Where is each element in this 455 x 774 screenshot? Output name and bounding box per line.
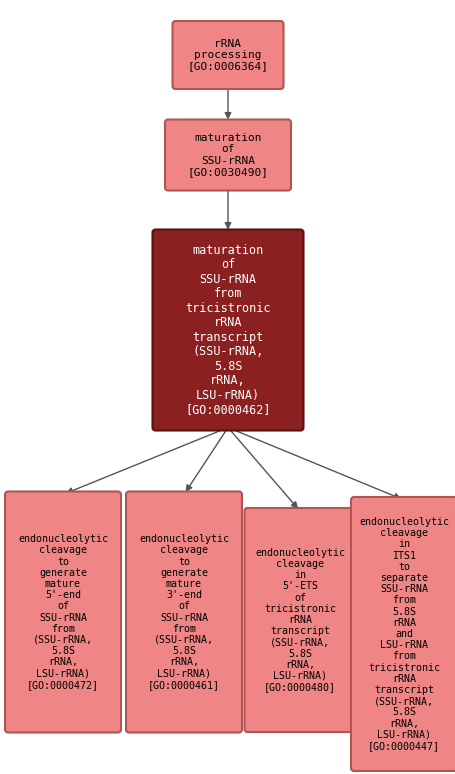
FancyBboxPatch shape [350,497,455,771]
FancyBboxPatch shape [152,230,303,430]
FancyBboxPatch shape [172,21,283,89]
FancyBboxPatch shape [165,119,290,190]
Text: rRNA
processing
[GO:0006364]: rRNA processing [GO:0006364] [187,39,268,71]
Text: endonucleolytic
cleavage
in
ITS1
to
separate
SSU-rRNA
from
5.8S
rRNA
and
LSU-rRN: endonucleolytic cleavage in ITS1 to sepa… [358,517,448,751]
Text: endonucleolytic
cleavage
to
generate
mature
5'-end
of
SSU-rRNA
from
(SSU-rRNA,
5: endonucleolytic cleavage to generate mat… [18,534,108,690]
Text: maturation
of
SSU-rRNA
from
tricistronic
rRNA
transcript
(SSU-rRNA,
5.8S
rRNA,
L: maturation of SSU-rRNA from tricistronic… [185,244,270,416]
Text: endonucleolytic
cleavage
to
generate
mature
3'-end
of
SSU-rRNA
from
(SSU-rRNA,
5: endonucleolytic cleavage to generate mat… [139,534,228,690]
Text: maturation
of
SSU-rRNA
[GO:0030490]: maturation of SSU-rRNA [GO:0030490] [187,133,268,176]
Text: endonucleolytic
cleavage
in
5'-ETS
of
tricistronic
rRNA
transcript
(SSU-rRNA,
5.: endonucleolytic cleavage in 5'-ETS of tr… [254,548,344,692]
FancyBboxPatch shape [126,491,242,732]
FancyBboxPatch shape [5,491,121,732]
FancyBboxPatch shape [244,508,355,732]
